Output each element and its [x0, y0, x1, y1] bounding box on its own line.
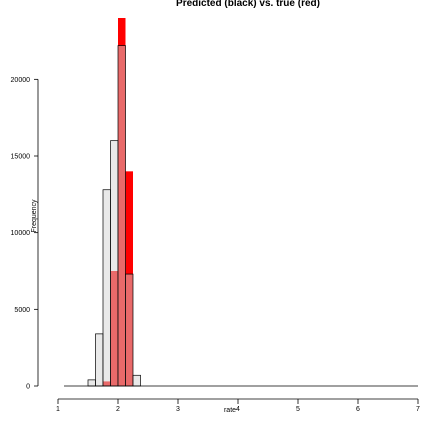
y-tick-label-10000: 10000 [11, 230, 31, 237]
y-tick-label-0: 0 [26, 384, 30, 391]
x-tick-label-4: 4 [236, 406, 240, 413]
x-tick-label-1: 1 [56, 406, 60, 413]
x-tick-label-6: 6 [356, 406, 360, 413]
x-axis: 1 2 3 4 5 6 7 [56, 398, 420, 413]
y-axis: 0 5000 10000 15000 20000 [11, 77, 39, 391]
x-tick-label-7: 7 [416, 406, 420, 413]
predicted-bar-6 [125, 273, 134, 387]
predicted-bar-5 [117, 45, 126, 387]
predicted-bar-3 [102, 189, 111, 387]
x-tick-label-2: 2 [116, 406, 120, 413]
y-tick-label-5000: 5000 [14, 307, 30, 314]
y-axis-title: Frequency [31, 199, 38, 233]
x-tick-label-3: 3 [176, 406, 180, 413]
y-tick-label-15000: 15000 [11, 154, 31, 161]
predicted-bar-4 [110, 140, 119, 387]
predicted-bar-2 [95, 333, 104, 387]
predicted-series-bars [64, 45, 418, 387]
chart-title: Predicted (black) vs. true (red) [176, 0, 320, 9]
x-axis-title: rate [224, 407, 236, 414]
predicted-bar-1 [87, 379, 96, 387]
predicted-bar-7 [132, 374, 141, 387]
y-tick-label-20000: 20000 [11, 77, 31, 84]
x-tick-label-5: 5 [296, 406, 300, 413]
